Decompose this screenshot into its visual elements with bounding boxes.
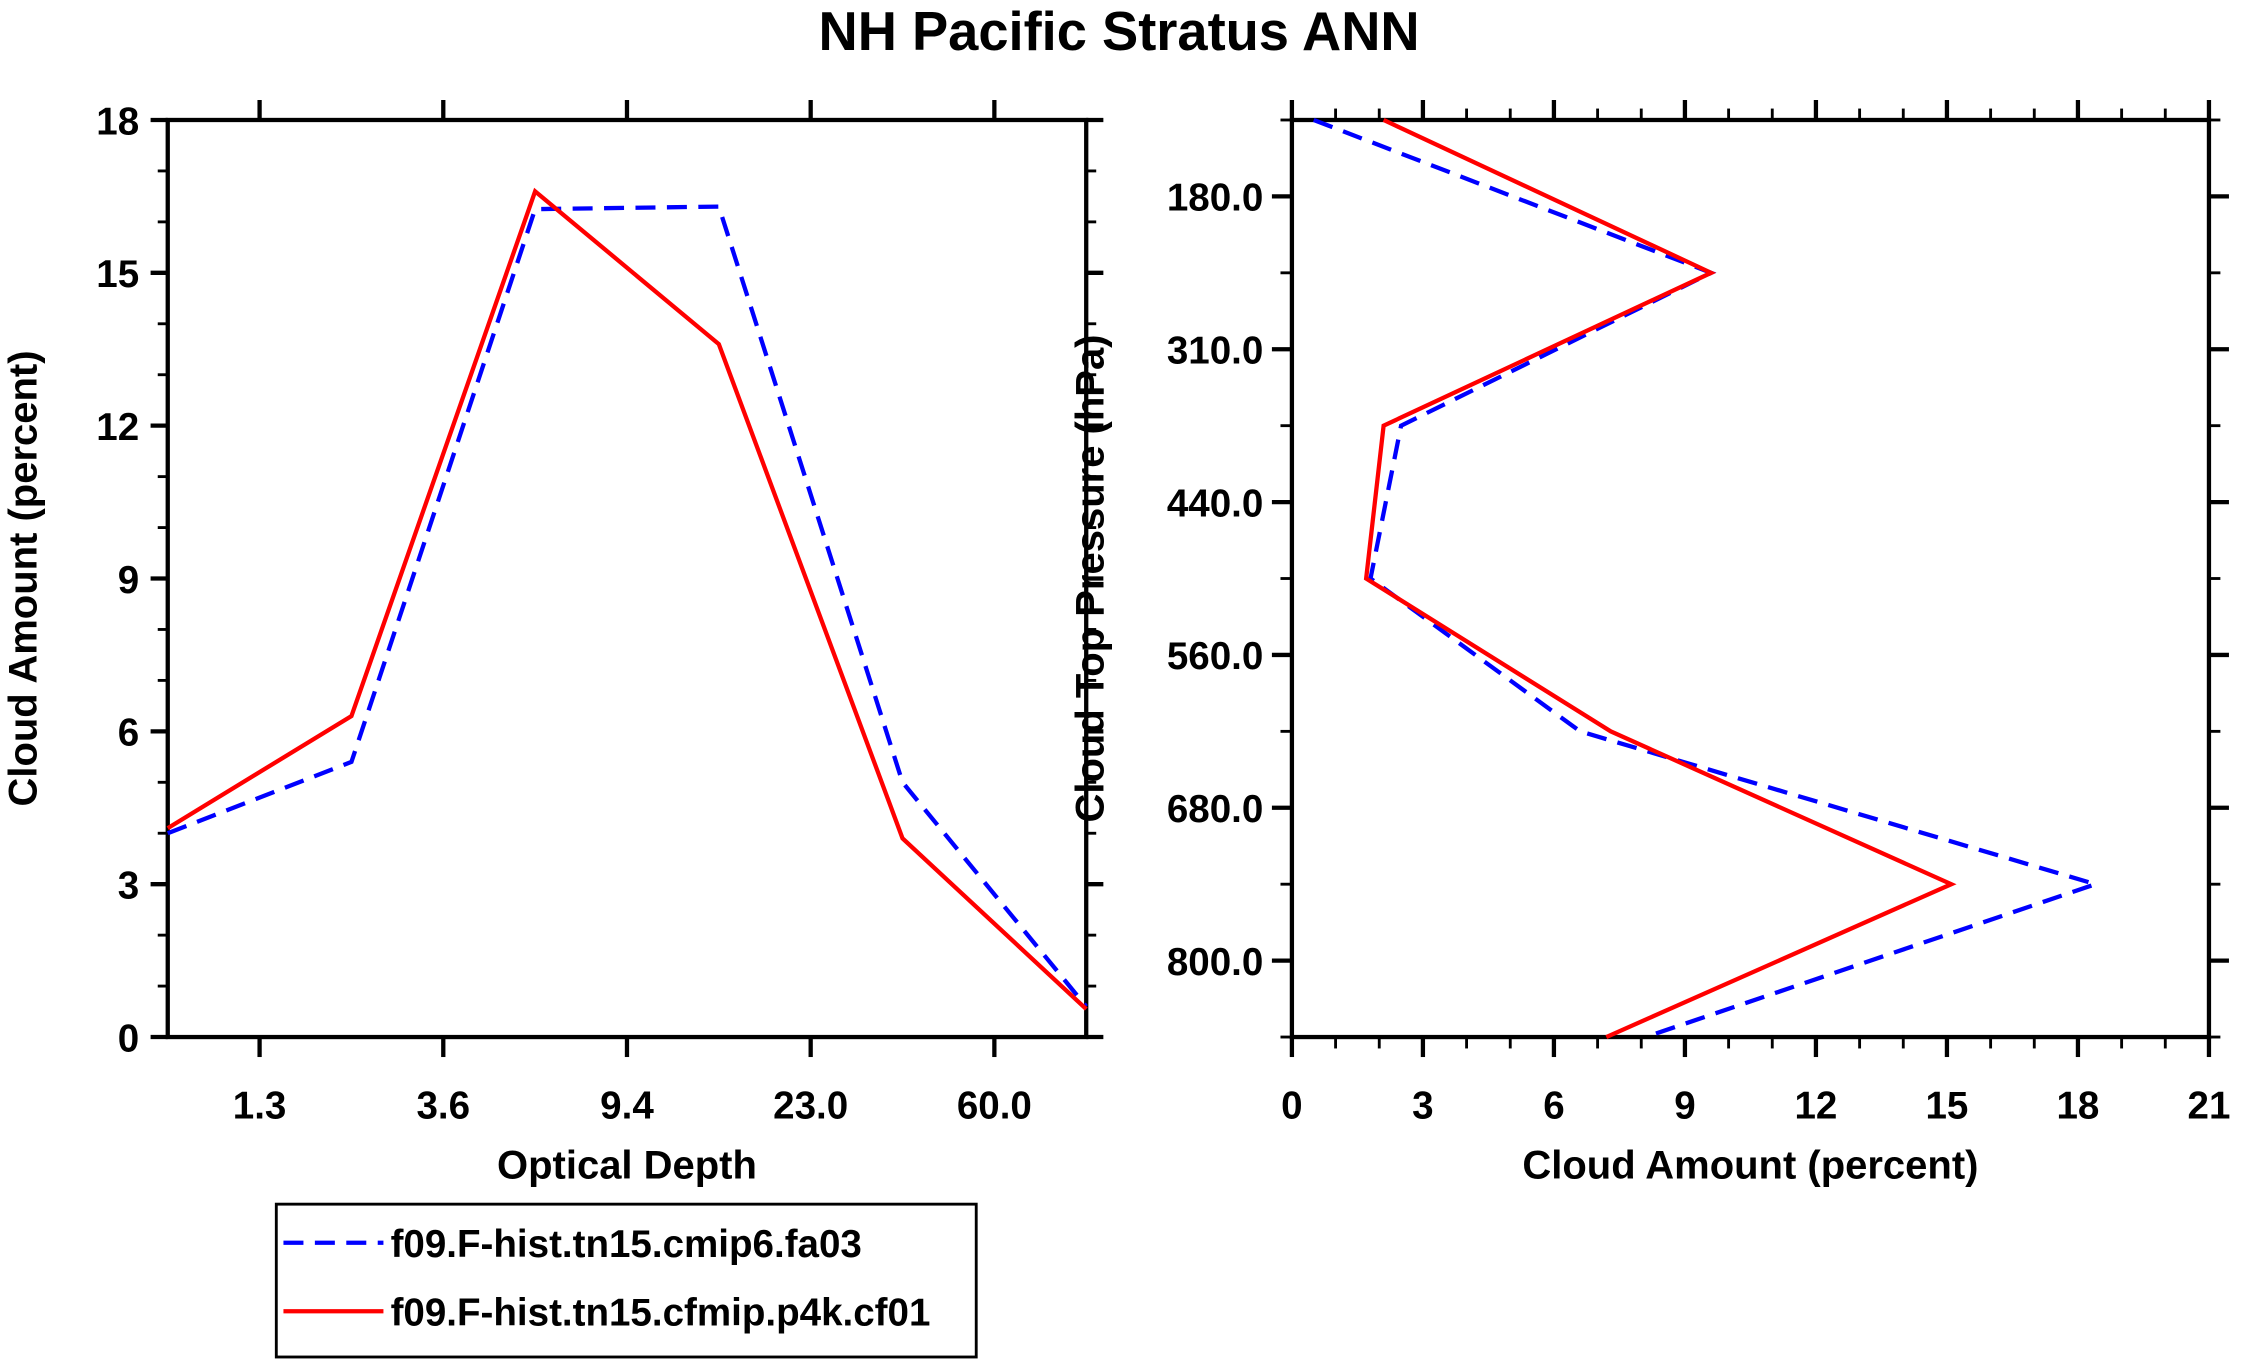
chart-title: NH Pacific Stratus ANN	[819, 1, 1420, 62]
x-tick-label: 9	[1674, 1084, 1695, 1127]
y-tick-label: 12	[96, 406, 139, 449]
legend-label: f09.F-hist.tn15.cfmip.p4k.cf01	[391, 1292, 931, 1335]
x-tick-label: 1.3	[233, 1084, 287, 1127]
series-line	[1312, 117, 2103, 1040]
legend: f09.F-hist.tn15.cmip6.fa03 f09.F-hist.tn…	[274, 1202, 978, 1359]
y-tick-label: 310.0	[1167, 330, 1263, 373]
x-tick-label: 23.0	[773, 1084, 848, 1127]
series-line	[1363, 118, 1957, 1039]
x-tick-label: 15	[1925, 1084, 1968, 1127]
x-axis-label: Cloud Amount (percent)	[1522, 1143, 1978, 1187]
y-tick-label: 18	[96, 100, 139, 143]
x-tick-label: 12	[1794, 1084, 1837, 1127]
y-tick-label: 3	[118, 864, 139, 907]
x-axis-label: Optical Depth	[497, 1143, 757, 1187]
right-panel: 0 3 6 9 12 15 18 21 180.0 310.0 440.0 560.0 680.0 800…	[1068, 99, 2231, 1187]
y-tick-label: 680.0	[1167, 788, 1263, 831]
y-axis-label: Cloud Top Pressure (hPa)	[1068, 335, 1112, 823]
y-tick-label: 560.0	[1167, 635, 1263, 678]
y-tick-label: 9	[118, 559, 139, 602]
x-tick-label: 60.0	[957, 1084, 1032, 1127]
x-tick-label: 9.4	[600, 1084, 654, 1127]
y-tick-label: 180.0	[1167, 177, 1263, 220]
x-tick-label: 3	[1412, 1084, 1433, 1127]
plot-frame	[165, 117, 1089, 1040]
series-line	[166, 187, 1088, 1011]
y-axis-label: Cloud Amount (percent)	[1, 350, 45, 806]
x-tick-label: 3.6	[416, 1084, 470, 1127]
x-tick-label: 0	[1281, 1084, 1302, 1127]
left-panel: 0 3 6 9 12 15 18 1.3 3.6 9.4 23.0 60.0 Optical Depth…	[1, 99, 1104, 1187]
legend-label: f09.F-hist.tn15.cmip6.fa03	[391, 1223, 862, 1266]
x-tick-label: 18	[2057, 1084, 2100, 1127]
x-tick-label: 6	[1543, 1084, 1564, 1127]
series-line	[166, 204, 1088, 1008]
plot-frame	[1289, 117, 2212, 1040]
y-tick-label: 0	[118, 1017, 139, 1060]
y-tick-label: 15	[96, 253, 139, 296]
y-tick-label: 800.0	[1167, 941, 1263, 984]
y-tick-label: 6	[118, 712, 139, 755]
x-tick-label: 21	[2188, 1084, 2231, 1127]
y-tick-label: 440.0	[1167, 482, 1263, 525]
